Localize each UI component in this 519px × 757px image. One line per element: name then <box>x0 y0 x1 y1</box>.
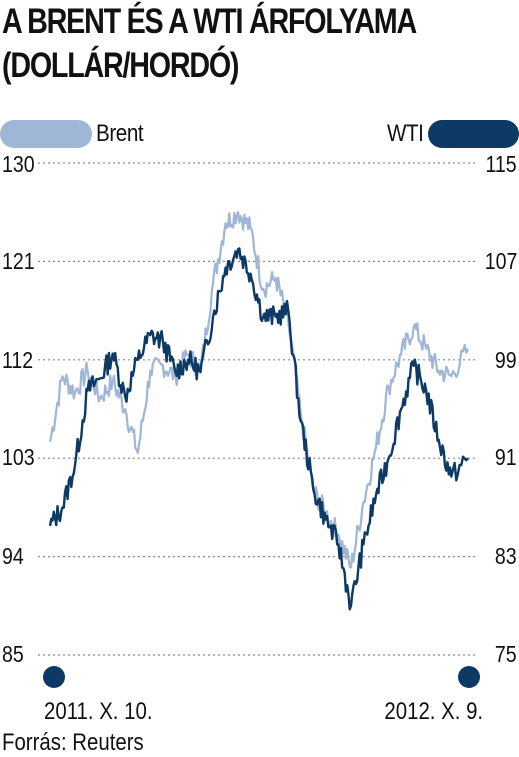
brent-legend-swatch <box>0 120 92 148</box>
left-tick-label: 121 <box>2 248 35 274</box>
right-tick-label: 99 <box>495 347 517 373</box>
left-tick-label: 130 <box>2 151 35 177</box>
end-date-label: 2012. X. 9. <box>384 698 483 725</box>
right-tick-label: 83 <box>495 543 517 569</box>
chart-title: A BRENT ÉS A WTI ÁRFOLYAMA (DOLLÁR/HORDÓ… <box>2 0 417 88</box>
right-tick-label: 107 <box>484 248 517 274</box>
wti-legend-swatch <box>428 120 519 148</box>
start-date-marker <box>43 666 65 688</box>
source-note: Forrás: Reuters <box>2 729 144 756</box>
wti-legend-label: WTI <box>386 120 423 147</box>
title-line-1: A BRENT ÉS A WTI ÁRFOLYAMA <box>2 2 417 41</box>
left-tick-label: 85 <box>2 641 24 667</box>
start-date-label: 2011. X. 10. <box>44 698 153 725</box>
right-tick-label: 91 <box>495 444 517 470</box>
end-date-marker <box>458 666 480 688</box>
right-tick-label: 75 <box>495 641 517 667</box>
left-tick-label: 94 <box>2 543 24 569</box>
left-tick-label: 103 <box>2 444 35 470</box>
brent-legend-label: Brent <box>96 120 144 147</box>
wti-series-line <box>48 247 469 611</box>
brent-series-line <box>48 211 470 569</box>
right-tick-label: 115 <box>485 151 517 177</box>
title-line-2: (DOLLÁR/HORDÓ) <box>2 46 239 85</box>
left-tick-label: 112 <box>2 347 34 373</box>
